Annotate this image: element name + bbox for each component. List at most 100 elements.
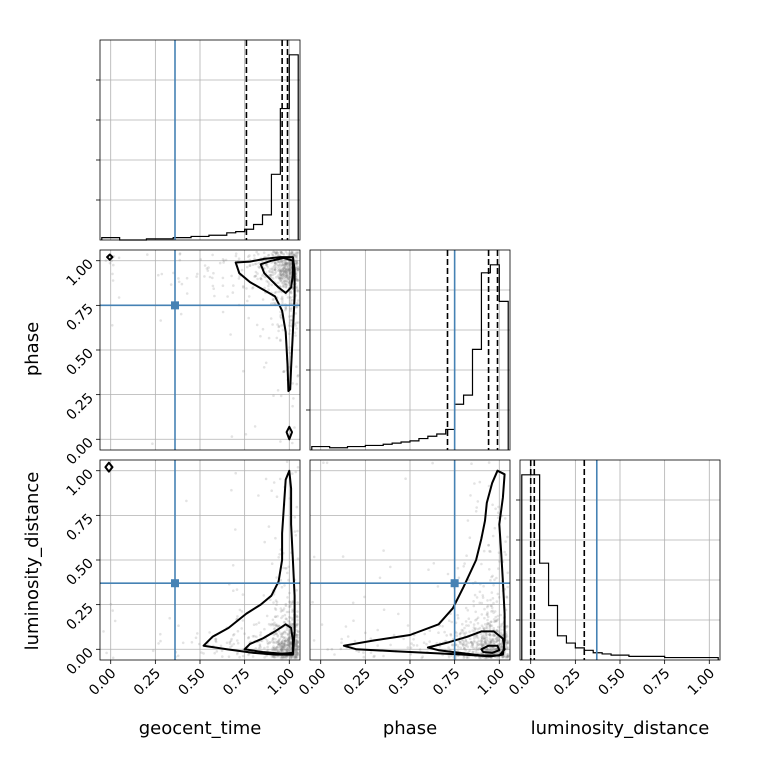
scatter-point <box>273 263 277 266</box>
scatter-point <box>501 634 505 638</box>
scatter-point <box>272 655 276 659</box>
ytick-label-phase-2: 0.50 <box>63 346 96 379</box>
scatter-point <box>483 637 487 641</box>
scatter-point <box>296 648 300 652</box>
scatter-point <box>410 642 413 645</box>
scatter-point <box>295 647 298 650</box>
scatter-point <box>479 656 483 659</box>
scatter-point <box>506 645 509 649</box>
scatter-point <box>273 261 277 264</box>
scatter-point <box>296 374 300 377</box>
scatter-point <box>237 277 241 280</box>
scatter-point <box>487 461 491 464</box>
scatter-point <box>483 640 487 643</box>
scatter-point <box>284 656 287 659</box>
scatter-point <box>178 253 182 256</box>
scatter-point <box>488 568 491 571</box>
scatter-point <box>496 516 500 519</box>
scatter-point <box>289 647 292 650</box>
scatter-point <box>282 263 286 267</box>
scatter-point <box>296 646 299 649</box>
scatter-point <box>284 636 287 639</box>
scatter-point <box>280 295 284 299</box>
scatter-point <box>296 615 299 618</box>
scatter-point <box>494 648 497 651</box>
scatter-point <box>272 301 275 305</box>
scatter-point <box>287 276 290 279</box>
scatter-point <box>296 640 299 644</box>
scatter-point <box>279 270 282 273</box>
scatter-point <box>190 641 194 644</box>
scatter-point <box>279 645 282 648</box>
scatter-point <box>497 505 500 509</box>
scatter-point <box>491 503 494 507</box>
scatter-point <box>281 268 284 271</box>
scatter-point <box>221 655 224 658</box>
scatter-point <box>294 647 297 650</box>
scatter-point <box>287 565 291 569</box>
scatter-point <box>288 644 291 648</box>
scatter-point <box>257 261 261 265</box>
histogram-phase <box>311 264 509 450</box>
scatter-point <box>476 646 479 650</box>
scatter-point <box>296 630 300 634</box>
scatter-point <box>234 252 238 255</box>
scatter-point <box>288 642 291 646</box>
scatter-point <box>295 614 298 617</box>
scatter-point <box>259 334 262 338</box>
scatter-point <box>276 635 280 638</box>
scatter-point <box>296 321 300 324</box>
scatter-point <box>283 643 287 646</box>
scatter-point <box>283 270 287 274</box>
scatter-point <box>265 279 269 283</box>
scatter-point <box>286 264 289 267</box>
scatter-point <box>279 271 283 275</box>
scatter-point <box>284 639 287 642</box>
scatter-point <box>269 270 272 274</box>
scatter-point <box>286 269 290 272</box>
scatter-point <box>283 271 286 274</box>
scatter-point <box>283 641 286 645</box>
scatter-point <box>291 618 294 622</box>
scatter-point <box>285 284 289 287</box>
xlabel-luminosity_distance: luminosity_distance <box>531 718 710 739</box>
scatter-point <box>341 555 345 558</box>
scatter-point <box>362 655 366 659</box>
scatter-point <box>286 640 289 643</box>
scatter-point <box>295 640 298 643</box>
scatter-point <box>295 642 299 645</box>
scatter-point <box>279 607 283 610</box>
xtick-label-phase-3: 0.75 <box>430 666 463 699</box>
scatter-point <box>284 271 288 275</box>
scatter-point <box>491 574 494 578</box>
scatter-point <box>293 654 297 657</box>
scatter-point <box>496 618 500 621</box>
scatter-point <box>281 639 285 642</box>
scatter-point <box>281 263 285 267</box>
scatter-point <box>489 578 492 582</box>
scatter-point <box>263 275 267 278</box>
scatter-point <box>294 642 298 646</box>
scatter-point <box>256 277 259 281</box>
scatter-point <box>274 290 278 294</box>
scatter-point <box>265 654 268 658</box>
scatter-point <box>372 655 376 658</box>
scatter-point <box>461 643 465 647</box>
scatter-point <box>280 635 283 639</box>
scatter-point <box>480 640 484 643</box>
scatter-point <box>282 656 286 659</box>
scatter-point <box>498 639 501 642</box>
scatter-point <box>285 276 289 280</box>
scatter-point <box>482 584 485 588</box>
scatter-point <box>312 555 316 559</box>
scatter-point <box>295 648 298 651</box>
scatter-point <box>494 615 498 619</box>
scatter-point <box>478 480 482 484</box>
scatter-point <box>287 644 291 647</box>
scatter-point <box>287 638 290 642</box>
scatter-point <box>478 646 482 650</box>
scatter-point <box>288 628 291 632</box>
contour-luminosity_distance_vs_geocent_time-1 <box>243 623 294 655</box>
scatter-point <box>295 651 299 655</box>
scatter-point <box>284 279 288 283</box>
